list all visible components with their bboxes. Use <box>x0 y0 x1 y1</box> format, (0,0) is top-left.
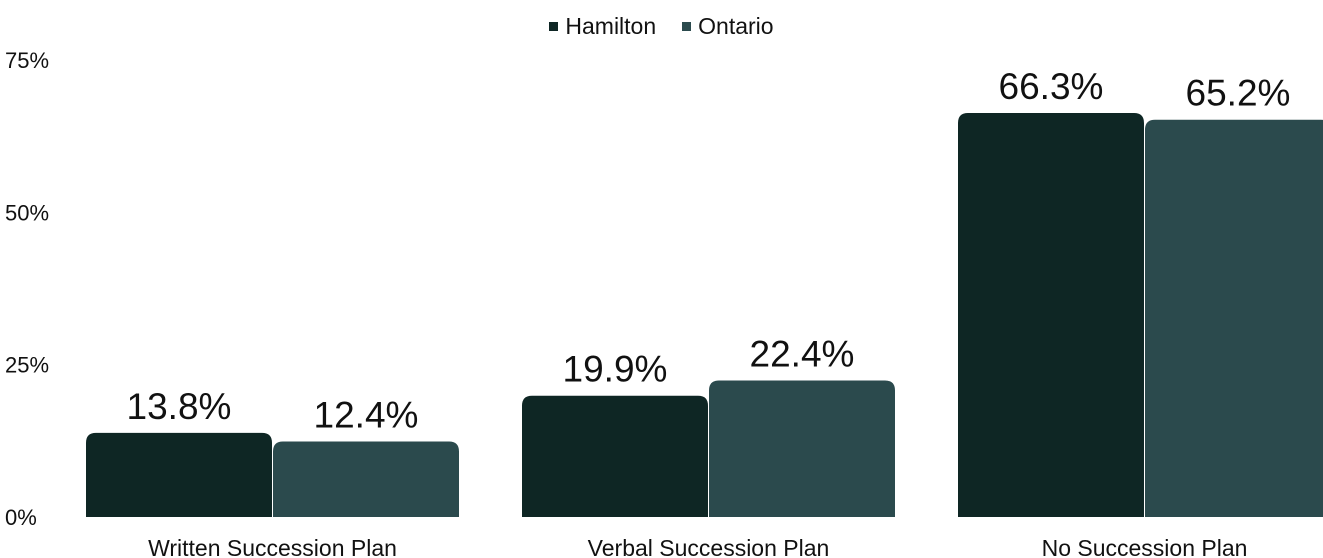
data-label: 22.4% <box>750 334 855 375</box>
data-label: 66.3% <box>999 66 1104 107</box>
data-label: 65.2% <box>1186 73 1291 114</box>
y-tick-label: 25% <box>5 353 49 378</box>
data-label: 12.4% <box>314 394 419 435</box>
legend-swatch-ontario <box>682 22 692 31</box>
y-tick-label: 0% <box>5 505 37 530</box>
bar <box>86 432 272 517</box>
data-label: 19.9% <box>563 349 668 390</box>
x-tick-label: Written Succession Plan <box>148 535 397 558</box>
bar <box>273 441 459 517</box>
y-tick-label: 50% <box>5 200 49 225</box>
legend-item-hamilton: Hamilton <box>549 13 656 40</box>
x-tick-label: Verbal Succession Plan <box>588 535 830 558</box>
x-tick-label: No Succession Plan <box>1042 535 1248 558</box>
legend-label-ontario: Ontario <box>698 13 774 39</box>
legend-label-hamilton: Hamilton <box>565 13 657 39</box>
legend-swatch-hamilton <box>549 22 559 31</box>
y-tick-label: 75% <box>5 48 49 73</box>
bar <box>522 395 708 517</box>
bar <box>1145 119 1323 517</box>
legend: Hamilton Ontario <box>0 13 1323 40</box>
data-label: 13.8% <box>127 386 232 427</box>
legend-item-ontario: Ontario <box>682 13 774 40</box>
bar <box>709 380 895 517</box>
bar <box>958 113 1144 518</box>
